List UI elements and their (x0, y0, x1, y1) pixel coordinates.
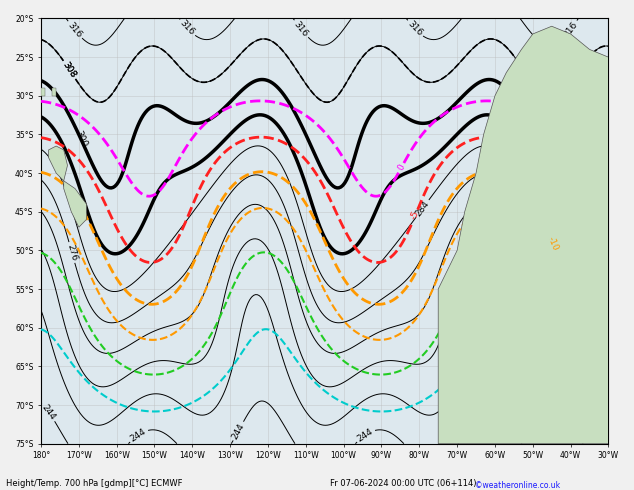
Text: 244: 244 (507, 423, 524, 442)
Text: 284: 284 (414, 199, 431, 218)
Text: 244: 244 (230, 421, 247, 441)
Text: 300: 300 (73, 129, 89, 148)
Polygon shape (63, 181, 86, 227)
Text: 316: 316 (406, 20, 424, 38)
Text: ©weatheronline.co.uk: ©weatheronline.co.uk (476, 481, 560, 490)
Text: 316: 316 (292, 20, 310, 39)
Text: Fr 07-06-2024 00:00 UTC (06+114): Fr 07-06-2024 00:00 UTC (06+114) (330, 479, 476, 488)
Text: 316: 316 (178, 19, 197, 37)
Text: Height/Temp. 700 hPa [gdmp][°C] ECMWF: Height/Temp. 700 hPa [gdmp][°C] ECMWF (6, 479, 183, 488)
Polygon shape (53, 88, 56, 96)
Text: 316: 316 (562, 20, 579, 39)
Text: 268: 268 (514, 269, 527, 288)
Text: 0: 0 (396, 162, 407, 171)
Polygon shape (49, 146, 67, 181)
Text: 308: 308 (61, 60, 78, 79)
Text: 244: 244 (40, 403, 58, 422)
Text: 316: 316 (66, 21, 84, 39)
Text: 244: 244 (356, 427, 375, 443)
Text: -10: -10 (546, 235, 560, 252)
Text: 276: 276 (65, 243, 79, 262)
Text: 260: 260 (507, 294, 520, 313)
Text: 244: 244 (129, 427, 148, 443)
Text: 252: 252 (458, 335, 471, 353)
Polygon shape (438, 26, 609, 443)
Text: 308: 308 (61, 60, 78, 79)
Text: 244: 244 (583, 427, 602, 443)
Text: 292: 292 (529, 186, 543, 205)
Polygon shape (41, 88, 45, 96)
Text: -5: -5 (410, 210, 421, 221)
